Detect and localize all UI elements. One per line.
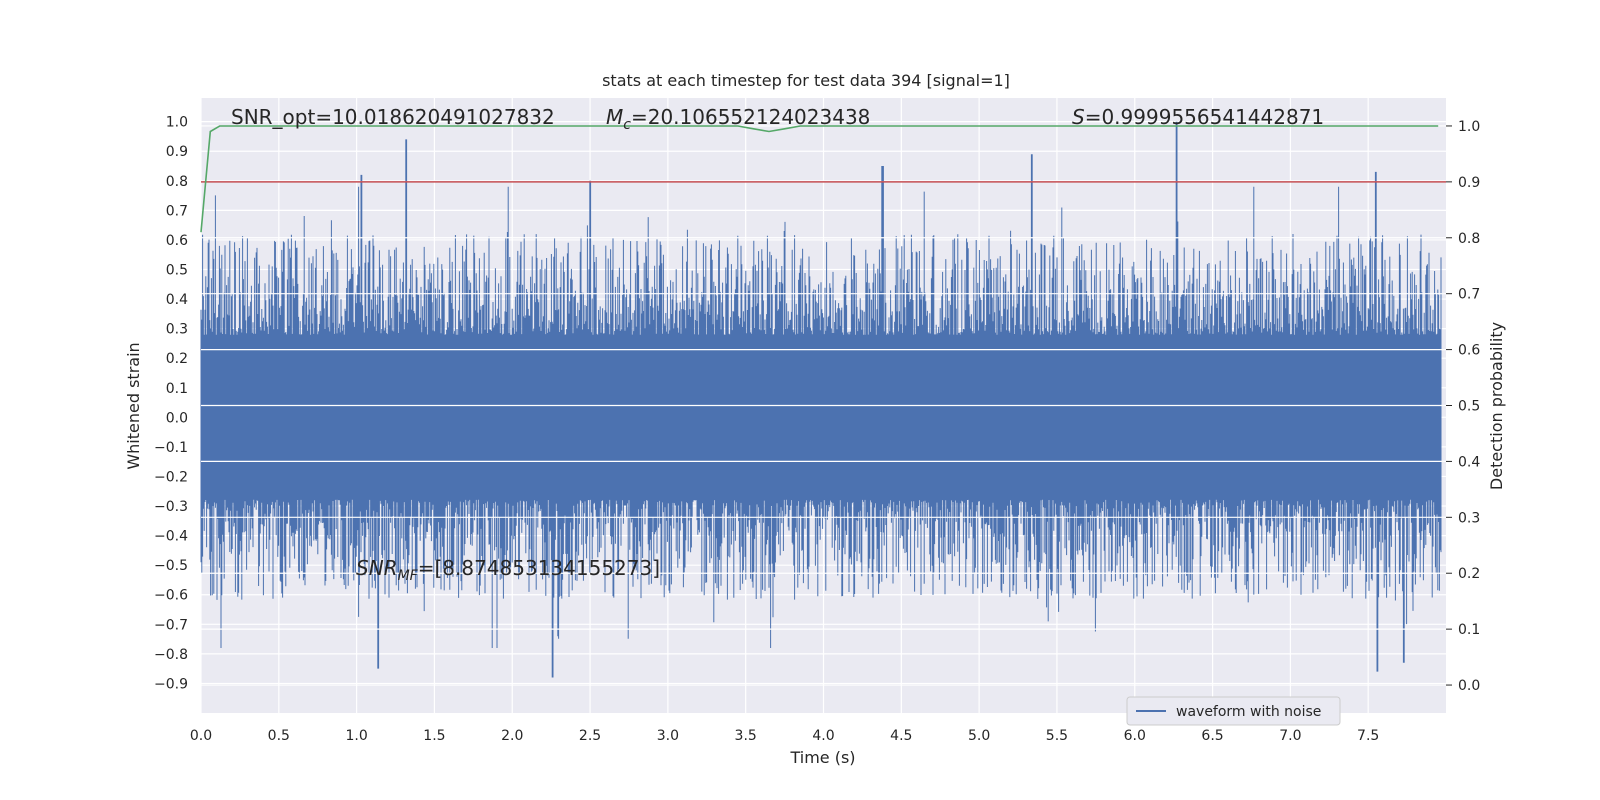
y-tick-label: −0.2 [154, 469, 188, 485]
x-tick-label: 0.5 [268, 728, 290, 744]
y-tick-label: −0.1 [154, 440, 188, 456]
annotation-snr-mf: SNRMF=[8.874853134155273] [356, 556, 660, 584]
annotation-snr-mf-sub: MF [398, 568, 419, 584]
y-right-tick-label: 0.8 [1458, 231, 1480, 247]
x-tick-label: 4.0 [812, 728, 834, 744]
annotation-statistic-symbol: S [1072, 105, 1085, 129]
legend-label: waveform with noise [1176, 704, 1321, 720]
x-tick-label: 4.5 [890, 728, 912, 744]
legend: waveform with noise [1126, 696, 1341, 726]
y-tick-label: 0.7 [166, 203, 188, 219]
x-tick-label: 1.5 [423, 728, 445, 744]
y-axis-right-ticks: 0.0 0.1 0.2 0.3 0.4 0.5 0.6 0.7 0.8 0.9 1.0 [1446, 119, 1480, 694]
y-tick-label: −0.3 [154, 499, 188, 515]
y-tick-label: −0.4 [154, 529, 188, 545]
annotation-chirp-mass: Mc=20.106552124023438 [606, 105, 870, 133]
annotation-snr-opt: SNR_opt=10.018620491027832 [231, 105, 555, 129]
x-axis-ticks: 0.0 0.5 1.0 1.5 2.0 2.5 3.0 3.5 4.0 4.5 5.0 5.5 6.0 6… [190, 728, 1379, 744]
y-axis-right-label: Detection probability [1487, 322, 1506, 490]
x-tick-label: 2.0 [501, 728, 523, 744]
y-tick-label: −0.8 [154, 647, 188, 663]
y-right-tick-label: 0.1 [1458, 622, 1480, 638]
legend-box [1126, 696, 1341, 726]
x-tick-label: 5.0 [968, 728, 990, 744]
y-tick-label: 0.8 [166, 174, 188, 190]
y-axis-ticks: −0.9 −0.8 −0.7 −0.6 −0.5 −0.4 −0.3 −0.2 −0.1 0.0 0… [154, 115, 188, 693]
probability-series [200, 125, 1439, 233]
x-tick-label: 6.0 [1124, 728, 1146, 744]
y-tick-label: −0.7 [154, 617, 188, 633]
x-tick-label: 3.5 [735, 728, 757, 744]
y-right-tick-label: 0.0 [1458, 678, 1480, 694]
y-axis-label: Whitened strain [124, 342, 143, 469]
annotation-chirp-mass-symbol: M [606, 105, 623, 129]
y-tick-label: 0.1 [166, 381, 188, 397]
x-tick-label: 0.0 [190, 728, 212, 744]
y-tick-label: 0.6 [166, 233, 188, 249]
annotation-statistic-value: =0.9999556541442871 [1085, 105, 1324, 129]
annotation-snr-mf-value: =[8.874853134155273] [418, 556, 660, 580]
y-tick-label: −0.5 [154, 558, 188, 574]
annotation-statistic: S=0.9999556541442871 [1072, 105, 1324, 129]
annotation-snr-mf-symbol: SNR [356, 556, 398, 580]
y-right-tick-label: 0.7 [1458, 287, 1480, 303]
x-tick-label: 2.5 [579, 728, 601, 744]
y-tick-label: 1.0 [166, 115, 188, 131]
x-tick-label: 1.0 [345, 728, 367, 744]
x-tick-label: 7.5 [1357, 728, 1379, 744]
y-right-tick-label: 0.6 [1458, 343, 1480, 359]
y-right-tick-label: 0.5 [1458, 399, 1480, 415]
y-tick-label: 0.0 [166, 410, 188, 426]
y-right-tick-label: 0.2 [1458, 566, 1480, 582]
chart-title: stats at each timestep for test data 394… [602, 71, 1010, 90]
x-tick-label: 6.5 [1201, 728, 1223, 744]
y-right-tick-label: 0.4 [1458, 454, 1480, 470]
y-tick-label: −0.6 [154, 588, 188, 604]
waveform-core [201, 340, 1442, 495]
x-axis-label: Time (s) [789, 748, 855, 767]
y-tick-label: 0.4 [166, 292, 188, 308]
y-tick-label: 0.2 [166, 351, 188, 367]
y-tick-label: 0.5 [166, 262, 188, 278]
y-tick-label: 0.3 [166, 322, 188, 338]
x-tick-label: 5.5 [1046, 728, 1068, 744]
y-tick-label: 0.9 [166, 144, 188, 160]
y-right-tick-label: 1.0 [1458, 119, 1480, 135]
y-tick-label: −0.9 [154, 676, 188, 692]
y-right-tick-label: 0.3 [1458, 510, 1480, 526]
annotation-chirp-mass-sub: c [623, 117, 631, 133]
x-tick-label: 7.0 [1279, 728, 1301, 744]
probability-line [200, 125, 1439, 233]
x-tick-label: 3.0 [657, 728, 679, 744]
y-right-tick-label: 0.9 [1458, 175, 1480, 191]
annotation-chirp-mass-value: =20.106552124023438 [631, 105, 870, 129]
waveform-series [200, 121, 1442, 678]
